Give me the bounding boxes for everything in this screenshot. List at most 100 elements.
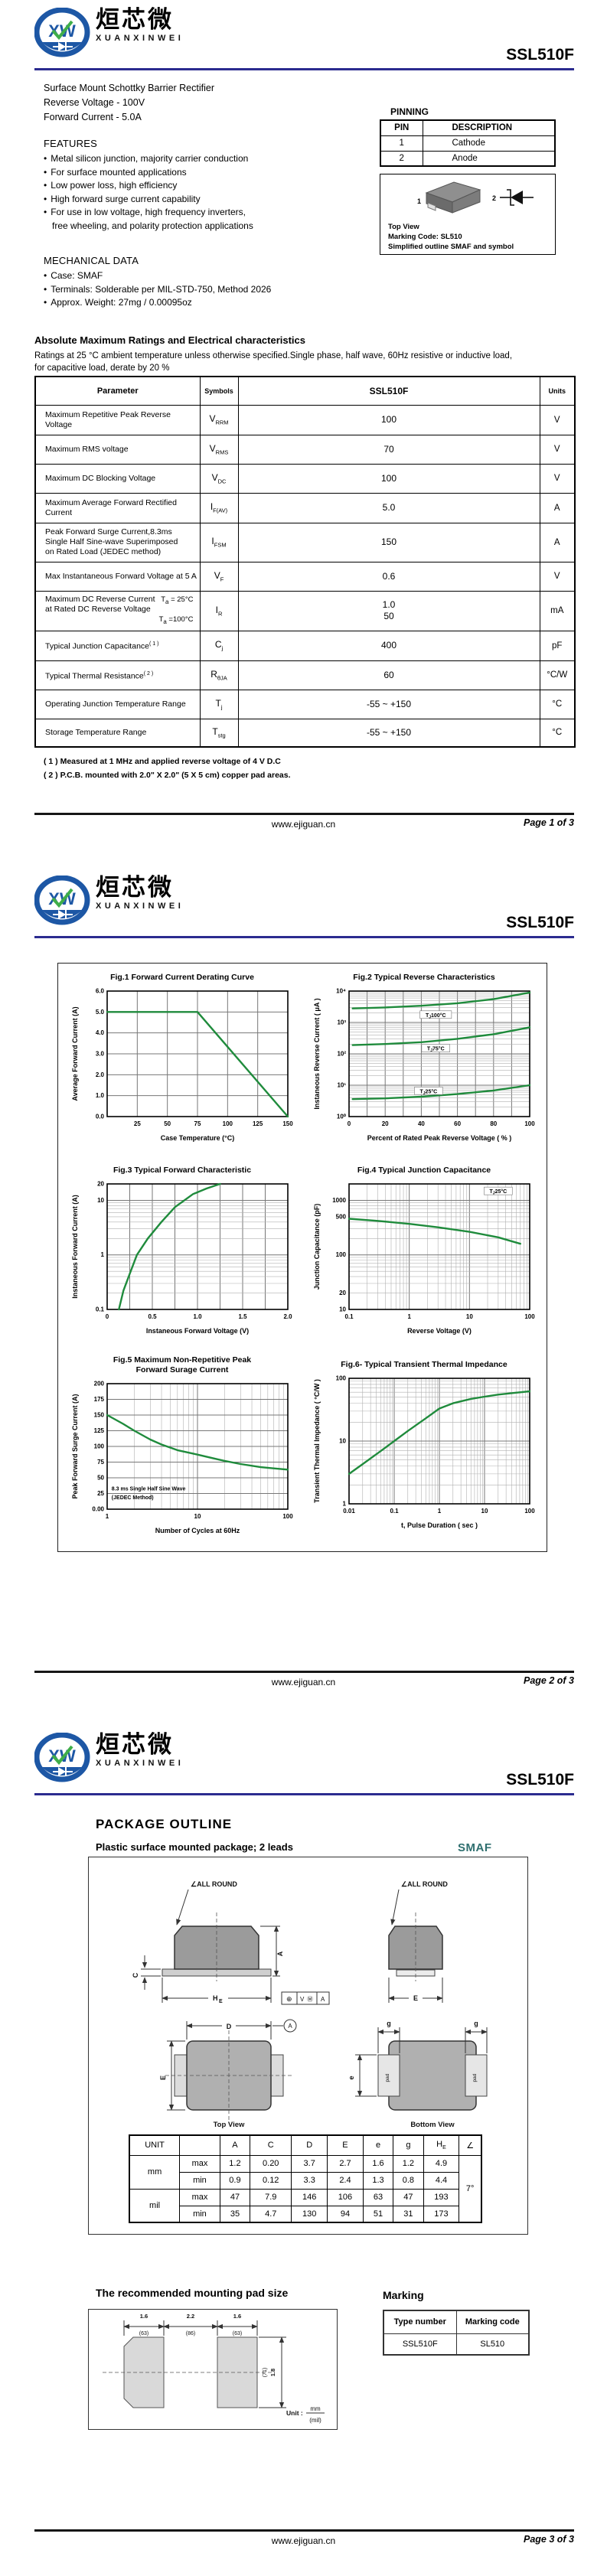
- dims-value: 0.12: [250, 2171, 292, 2190]
- parameter-cell: Maximum Average Forward Rectified Curren…: [34, 492, 201, 523]
- tol-symbol-1: ⊕: [286, 1995, 292, 2003]
- bullet-item: • Approx. Weight: 27mg / 0.00095oz: [44, 297, 192, 308]
- page-2: XW 烜芯微 XUANXINWEI SSL510F Fig.1 Forward …: [0, 872, 607, 1731]
- description-line: Surface Mount Schottky Barrier Rectifier: [44, 83, 214, 93]
- part-number: SSL510F: [506, 1771, 574, 1789]
- bullet-item: • Metal silicon junction, majority carrie…: [44, 153, 249, 164]
- bottom-view-body: [388, 2040, 477, 2111]
- symbol-cell: RθJA: [199, 660, 239, 690]
- value-cell: 1.0 50: [237, 590, 540, 631]
- dims-value: 0.20: [250, 2154, 292, 2173]
- svg-text:2.0: 2.0: [283, 1313, 292, 1320]
- mechanical-title: MECHANICAL DATA: [44, 255, 139, 266]
- ratings-row: Storage Temperature Range Tstg -55 ~ +150 °…: [34, 718, 576, 748]
- dim-e-small-label: e: [348, 2075, 355, 2079]
- pinning-title: PINNING: [390, 106, 429, 117]
- parameter-cell: Max Instantaneous Forward Voltage at 5 A: [34, 561, 201, 592]
- company-logo-icon: XW: [34, 876, 90, 925]
- ratings-row: Maximum Repetitive Peak Reverse Voltage V…: [34, 404, 576, 435]
- svg-text:75: 75: [97, 1459, 104, 1466]
- value-cell: 100: [237, 404, 540, 435]
- header-rule: [34, 1793, 574, 1795]
- parameter-cell: Storage Temperature Range: [34, 718, 201, 748]
- features-list: • Metal silicon junction, majority carrie…: [44, 152, 248, 220]
- svg-text:75: 75: [194, 1120, 201, 1127]
- description-line: Reverse Voltage - 100V: [44, 97, 145, 108]
- marking-table: Type number Marking code SSL510F SL510: [383, 2310, 530, 2356]
- pad-label: pad: [472, 2073, 478, 2082]
- ratings-header-parameter: Parameter: [34, 376, 201, 406]
- footer-website: www.ejiguan.cn: [271, 2535, 336, 2546]
- svg-text:0.1: 0.1: [390, 1508, 399, 1515]
- description-line: Forward Current - 5.0A: [44, 112, 142, 122]
- pad-dim-mil: (63): [233, 2331, 242, 2336]
- dims-unit: mil: [129, 2188, 181, 2223]
- svg-text:Instaneous Reverse Current ( μ: Instaneous Reverse Current ( μA ): [313, 998, 321, 1109]
- part-description: Surface Mount Schottky Barrier Rectifier…: [44, 81, 214, 125]
- all-round-label: ∠ALL ROUND: [191, 1880, 237, 1888]
- figures-box: Fig.1 Forward Current Derating Curve 25 5…: [57, 963, 547, 1552]
- symbol-cell: Tj: [199, 689, 239, 719]
- svg-text:0.00: 0.00: [92, 1506, 104, 1513]
- dims-header-col: A: [219, 2134, 251, 2156]
- dims-value: 94: [327, 2205, 364, 2223]
- dims-value: 173: [423, 2205, 460, 2223]
- datum-a-label: A: [288, 2023, 292, 2030]
- ratings-row: Maximum DC Reverse Current Ta = 25°C at Ra…: [34, 590, 576, 631]
- mechanical-list: • Case: SMAF • Terminals: Solderable per MI…: [44, 269, 271, 310]
- ratings-subtitle-line: Ratings at 25 °C ambient temperature unl…: [34, 351, 513, 360]
- figure-title: Fig.6- Typical Transient Thermal Impedan…: [341, 1360, 507, 1369]
- ratings-row: Maximum Average Forward Rectified Curren…: [34, 492, 576, 523]
- dims-unit: mm: [129, 2154, 181, 2190]
- page-header: XW 烜芯微 XUANXINWEI SSL510F: [34, 6, 574, 70]
- page-1: XW 烜芯微 XUANXINWEI SSL510F Surface Mount …: [0, 0, 607, 872]
- dimension-lines: [355, 2027, 488, 2097]
- dims-value: 4.4: [423, 2171, 460, 2190]
- dimension-lines: [123, 2320, 286, 2408]
- package-preview-box: 1 2 Top View Marking Code: SL510 Simplif…: [380, 174, 556, 255]
- bottom-view-pad: [465, 2054, 488, 2097]
- mounting-pad-drawing: 1.6 (63) 2.2 (86) 1.6 (63) 1.8 (71) Unit…: [103, 2313, 325, 2424]
- parameter-cell: Operating Junction Temperature Range: [34, 689, 201, 719]
- dim-d-label: D: [227, 2023, 232, 2030]
- dims-value: 0.8: [393, 2171, 424, 2190]
- header-slot: XW 烜芯微 XUANXINWEI SSL510F: [34, 1731, 574, 1795]
- dims-value: 4.7: [250, 2205, 292, 2223]
- dim-g-label: g: [474, 2020, 478, 2027]
- pad-dim-mil: (86): [186, 2331, 195, 2336]
- dims-value: 130: [291, 2205, 328, 2223]
- dim-e-label: E: [413, 1994, 418, 2002]
- dims-value: 3.3: [291, 2171, 328, 2190]
- footer-rule: [34, 2529, 574, 2532]
- svg-text:10: 10: [339, 1438, 346, 1445]
- svg-text:1: 1: [101, 1251, 105, 1258]
- unit-label: Unit :: [286, 2409, 303, 2417]
- pad-dim: 1.6: [140, 2313, 148, 2320]
- svg-text:0.1: 0.1: [96, 1306, 105, 1313]
- package-side-face: [452, 189, 481, 214]
- svg-text:TJ25°C: TJ25°C: [419, 1088, 437, 1096]
- dims-value: 47: [393, 2188, 424, 2206]
- pad-dim-side: 1.8: [269, 2369, 276, 2376]
- svg-text:8.3 ms Single Half Sine Wave: 8.3 ms Single Half Sine Wave: [112, 1486, 186, 1492]
- pin-description: Cathode: [422, 135, 556, 152]
- symbol-cell: VF: [199, 561, 239, 592]
- dims-row: mm max 1.2 0.20 3.7 2.7 1.6 1.2 4.9 7°: [129, 2154, 482, 2223]
- figure-fig5: Fig.5 Maximum Non-Repetitive Peak Forwar…: [69, 1355, 295, 1538]
- svg-text:4.0: 4.0: [96, 1029, 105, 1036]
- header-slot: XW 烜芯微 XUANXINWEI SSL510F: [34, 6, 574, 70]
- features-continuation: free wheeling, and polarity protection a…: [52, 220, 253, 231]
- svg-text:1.0: 1.0: [193, 1313, 202, 1320]
- mounting-pad-title: The recommended mounting pad size: [96, 2287, 289, 2299]
- footer-page-number: Page 2 of 3: [524, 1675, 574, 1686]
- value-cell: 150: [237, 522, 540, 562]
- parameter-cell: Typical Junction Capacitance( 1 ): [34, 630, 201, 661]
- svg-text:20: 20: [382, 1120, 389, 1127]
- ratings-header-device: SSL510F: [237, 376, 540, 406]
- company-logo-icon: XW: [34, 8, 90, 57]
- svg-text:0.01: 0.01: [343, 1508, 355, 1515]
- value-cell: 5.0: [237, 492, 540, 523]
- figure-fig4: Fig.4 Typical Junction Capacitance 0.1 1 1…: [311, 1166, 537, 1339]
- dims-value: 1.6: [362, 2154, 394, 2173]
